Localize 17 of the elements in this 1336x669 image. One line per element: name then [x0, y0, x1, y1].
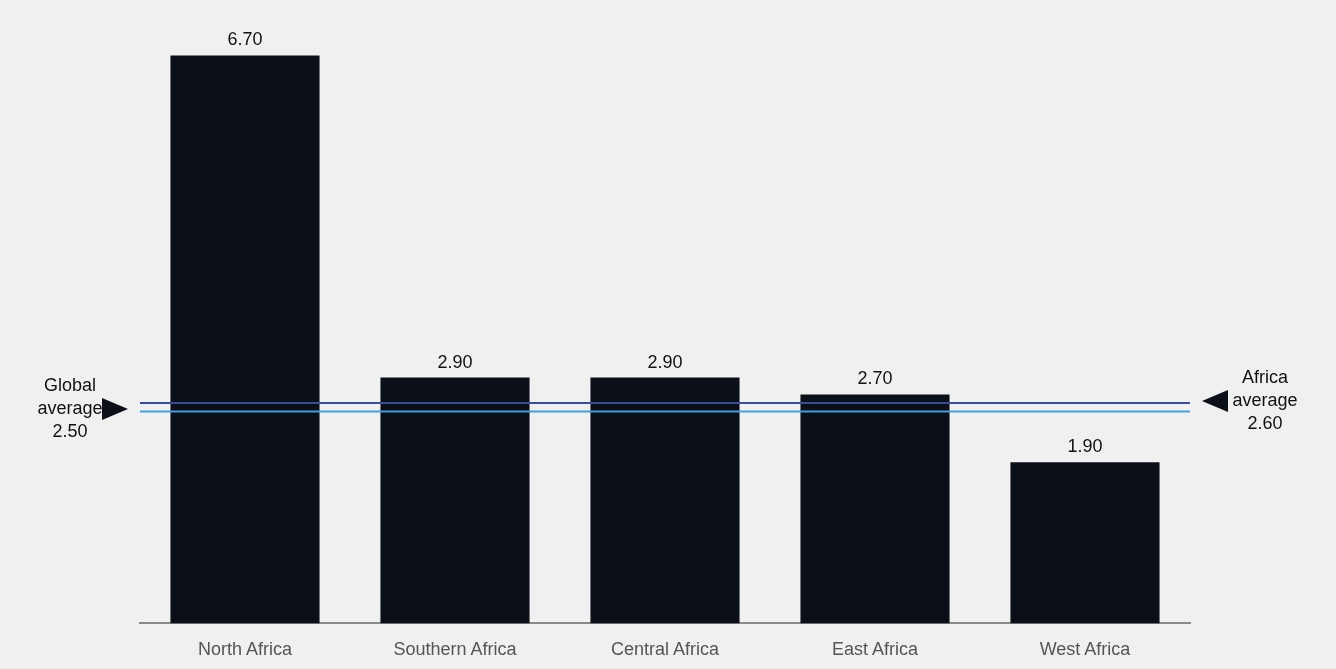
x-tick-label: West Africa	[1039, 639, 1132, 660]
x-tick-label: North Africa	[197, 639, 293, 660]
x-tick-label: Southern Africa	[393, 639, 518, 660]
ref-line-label: Global average 2.50	[37, 375, 103, 442]
data-label: 2.90	[437, 351, 473, 372]
bar	[380, 377, 530, 624]
bar	[1010, 462, 1160, 624]
ref-line-label: Africa average 2.60	[1232, 366, 1298, 433]
bar	[800, 394, 950, 624]
bar	[170, 55, 320, 624]
data-label: 2.70	[857, 368, 893, 389]
bar	[590, 377, 740, 624]
data-label: 1.90	[1067, 436, 1103, 457]
x-tick-label: East Africa	[831, 639, 919, 660]
data-label: 2.90	[647, 351, 683, 372]
data-label: 6.70	[227, 29, 263, 50]
x-tick-label: Central Africa	[610, 639, 721, 660]
